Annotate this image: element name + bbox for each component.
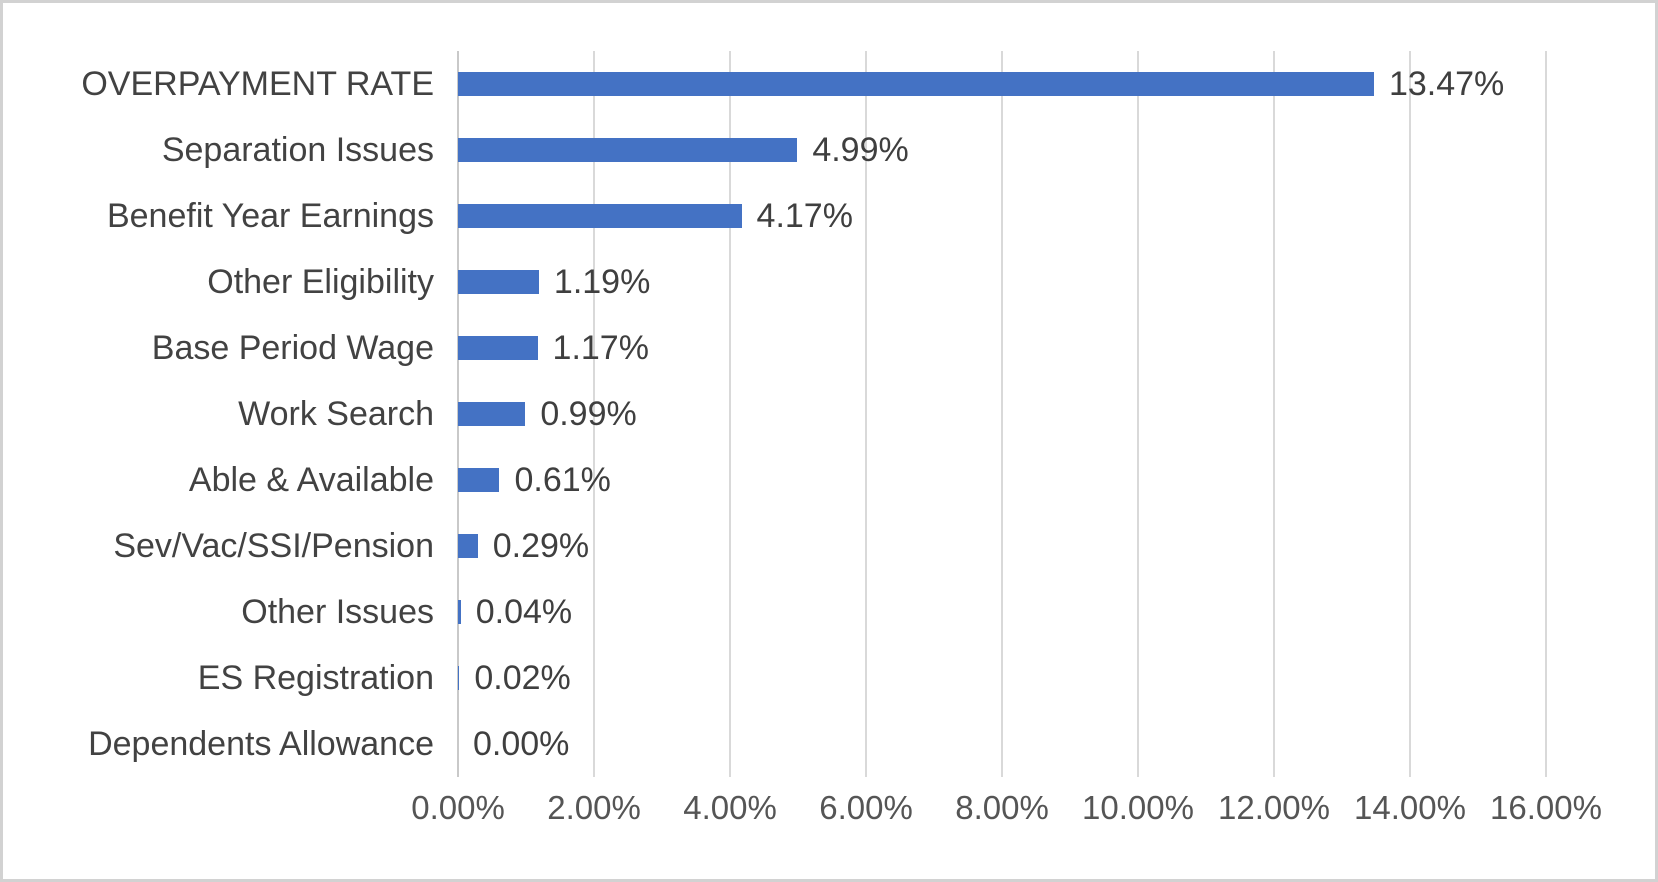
bar-zone: 0.04% (458, 593, 1546, 632)
gridline (593, 51, 595, 777)
bar (458, 534, 478, 558)
category-label: Benefit Year Earnings (106, 196, 434, 235)
category-label: ES Registration (197, 658, 434, 697)
chart-row: Base Period Wage 1.17% (3, 315, 1655, 381)
gridline (1001, 51, 1003, 777)
x-axis-tick-label: 4.00% (683, 789, 777, 826)
category-label: Sev/Vac/SSI/Pension (113, 526, 434, 565)
bar (458, 336, 538, 360)
bar (458, 600, 461, 624)
value-label: 4.99% (812, 130, 909, 169)
category-label: Dependents Allowance (88, 724, 434, 763)
chart-row: Separation Issues 4.99% (3, 117, 1655, 183)
category-label: Base Period Wage (151, 328, 434, 367)
gridline (1409, 51, 1411, 777)
chart-row: Sev/Vac/SSI/Pension 0.29% (3, 513, 1655, 579)
value-label: 1.17% (552, 328, 649, 367)
x-axis-tick-label: 10.00% (1082, 789, 1194, 826)
x-axis-tick-label: 6.00% (819, 789, 913, 826)
bar (458, 468, 500, 492)
chart-row: ES Registration 0.02% (3, 645, 1655, 711)
gridline (1137, 51, 1139, 777)
gridline (865, 51, 867, 777)
bar (458, 72, 1374, 96)
chart-row: Other Eligibility 1.19% (3, 249, 1655, 315)
category-label: Other Issues (241, 592, 434, 631)
category-label: OVERPAYMENT RATE (81, 64, 434, 103)
bar-zone: 13.47% (458, 65, 1546, 104)
value-label: 0.02% (474, 658, 571, 697)
gridline (1545, 51, 1547, 777)
bar (458, 402, 526, 426)
category-label: Work Search (238, 394, 434, 433)
plot-area: OVERPAYMENT RATE 13.47% Separation Issues 4… (3, 51, 1655, 777)
value-label: 1.19% (553, 262, 651, 301)
bar-zone: 0.02% (458, 659, 1546, 698)
chart-row: Dependents Allowance 0.00% (3, 711, 1655, 777)
value-label: 4.17% (756, 196, 853, 235)
bar (458, 138, 798, 162)
bar-zone: 1.17% (458, 329, 1546, 368)
x-axis: 0.00% 2.00% 4.00% 6.00% 8.00% 10.00% 12.00% 14.… (3, 789, 1655, 849)
chart-row: Benefit Year Earnings 4.17% (3, 183, 1655, 249)
bar-zone: 0.99% (458, 395, 1546, 434)
value-label: 0.29% (492, 526, 590, 565)
value-label: 0.99% (540, 394, 637, 433)
value-label: 13.47% (1388, 64, 1505, 103)
category-label: Other Eligibility (207, 262, 434, 301)
bar-rows: OVERPAYMENT RATE 13.47% Separation Issues 4… (3, 51, 1655, 777)
chart-row: Able & Available 0.61% (3, 447, 1655, 513)
bar-zone: 0.00% (458, 725, 1546, 764)
value-label: 0.00% (473, 724, 570, 763)
bar-zone: 1.19% (458, 263, 1546, 302)
chart-row: Other Issues 0.04% (3, 579, 1655, 645)
x-axis-tick-label: 2.00% (547, 789, 641, 826)
chart-row: OVERPAYMENT RATE 13.47% (3, 51, 1655, 117)
bar-zone: 0.61% (458, 461, 1546, 500)
category-label: Able & Available (188, 460, 434, 499)
x-axis-tick-label: 12.00% (1218, 789, 1330, 826)
x-axis-tick-label: 0.00% (411, 789, 505, 826)
gridline (1273, 51, 1275, 777)
bar (458, 270, 539, 294)
x-axis-tick-label: 14.00% (1354, 789, 1466, 826)
gridline (729, 51, 731, 777)
value-label: 0.04% (475, 592, 573, 631)
x-axis-tick-label: 16.00% (1490, 789, 1602, 826)
bar (458, 204, 742, 228)
chart-row: Work Search 0.99% (3, 381, 1655, 447)
value-label: 0.61% (514, 460, 611, 499)
x-axis-tick-label: 8.00% (955, 789, 1049, 826)
bar-zone: 0.29% (458, 527, 1546, 566)
bar-zone: 4.99% (458, 131, 1546, 170)
category-label: Separation Issues (161, 130, 434, 169)
bar-zone: 4.17% (458, 197, 1546, 236)
bar (458, 666, 460, 690)
